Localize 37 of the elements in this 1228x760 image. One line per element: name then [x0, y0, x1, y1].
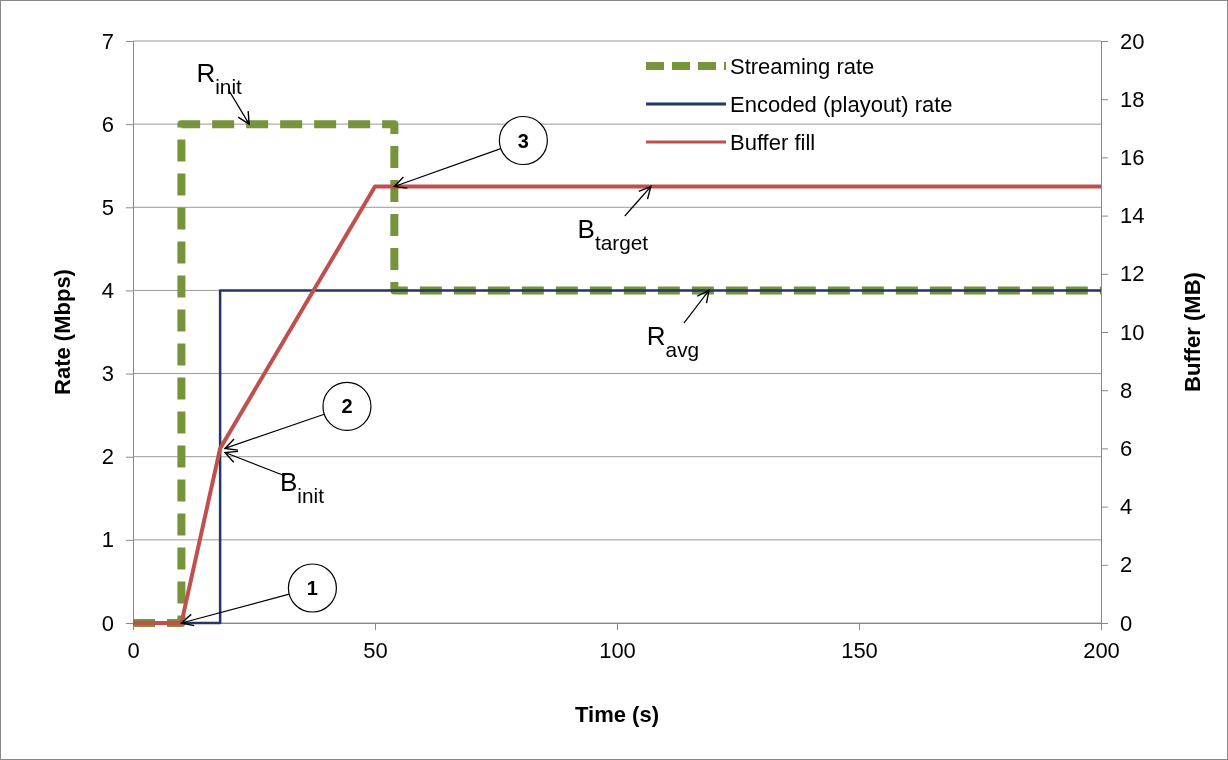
y2-tick-label: 18: [1120, 86, 1145, 112]
x-tick-label: 0: [127, 637, 140, 663]
y-axis-title: Rate (Mbps): [50, 269, 75, 395]
x-tick-label: 100: [599, 637, 636, 663]
annotation: R$_{init}$: [196, 58, 243, 98]
y2-tick-label: 2: [1120, 552, 1133, 578]
y2-tick-label: 10: [1120, 319, 1145, 345]
x-tick-label: 150: [841, 637, 878, 663]
legend-label: Encoded (playout) rate: [730, 92, 953, 117]
annotation: B$_{target}$: [577, 213, 649, 253]
x-axis-title: Time (s): [575, 702, 659, 727]
y2-tick-label: 14: [1120, 203, 1145, 229]
y2-tick-label: 20: [1120, 28, 1145, 54]
y-tick-label: 6: [101, 111, 114, 137]
y-tick-label: 7: [101, 28, 114, 54]
y2-tick-label: 8: [1120, 377, 1133, 403]
annotation: B$_{init}$: [279, 466, 325, 507]
y-tick-label: 3: [101, 361, 114, 387]
y-tick-label: 2: [101, 444, 114, 470]
y-tick-label: 5: [101, 194, 114, 220]
y-tick-label: 0: [101, 610, 114, 636]
legend-label: Streaming rate: [730, 54, 875, 79]
y2-tick-label: 12: [1120, 261, 1145, 287]
y2-tick-label: 6: [1120, 435, 1133, 461]
x-tick-label: 50: [363, 637, 388, 663]
y2-tick-label: 4: [1120, 494, 1133, 520]
y2-tick-label: 16: [1120, 144, 1145, 170]
y-tick-label: 1: [101, 527, 114, 553]
y2-tick-label: 0: [1120, 610, 1133, 636]
y-tick-label: 4: [101, 277, 114, 303]
annotation: R$_{avg}$: [646, 321, 700, 361]
annotation: 1: [306, 577, 318, 599]
annotation: 3: [517, 129, 529, 152]
y2-axis-title: Buffer (MB): [1180, 272, 1205, 392]
x-tick-label: 200: [1083, 637, 1120, 663]
legend-label: Buffer fill: [730, 130, 816, 155]
annotation: 2: [341, 395, 353, 418]
